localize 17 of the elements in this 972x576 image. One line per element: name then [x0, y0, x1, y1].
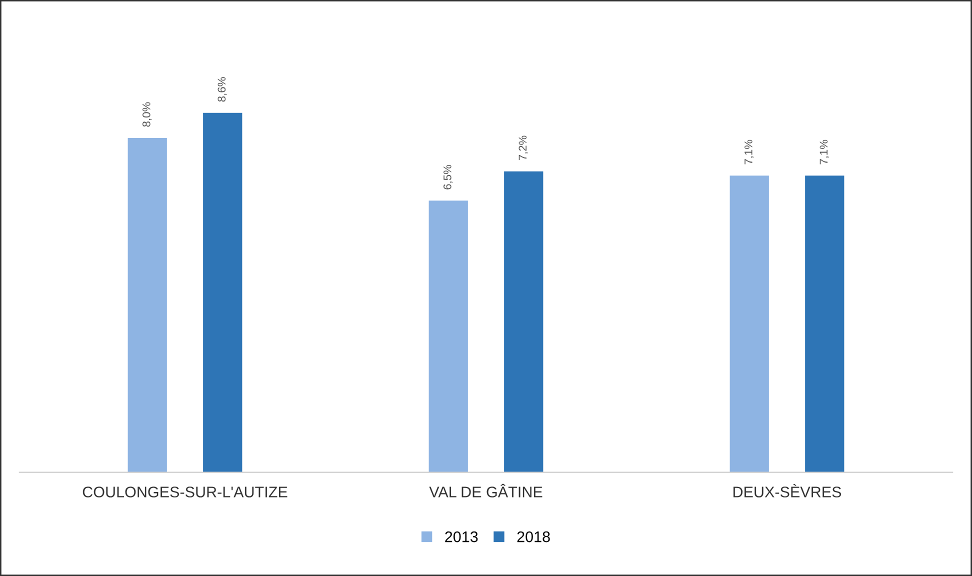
bar: [428, 200, 468, 472]
x-tick-label: DEUX-SÈVRES: [734, 484, 842, 498]
data-label: 8,0%: [142, 102, 152, 127]
legend-label: 2018: [517, 531, 550, 542]
x-tick-label: VAL DE GÂTINE: [429, 484, 542, 498]
data-label: 7,2%: [518, 136, 528, 160]
bar: [504, 171, 544, 472]
data-label: 7,1%: [744, 140, 754, 164]
data-label: 7,1%: [820, 140, 829, 164]
data-label: 6,5%: [443, 164, 453, 190]
bar: [805, 176, 844, 472]
x-tick-label: COULONGES-SUR-L'AUTIZE: [82, 486, 288, 498]
data-label: 8,6%: [218, 77, 227, 102]
legend-label: 2013: [445, 531, 478, 542]
bar: [203, 112, 242, 472]
bar: [128, 138, 167, 472]
bar: [730, 176, 769, 472]
